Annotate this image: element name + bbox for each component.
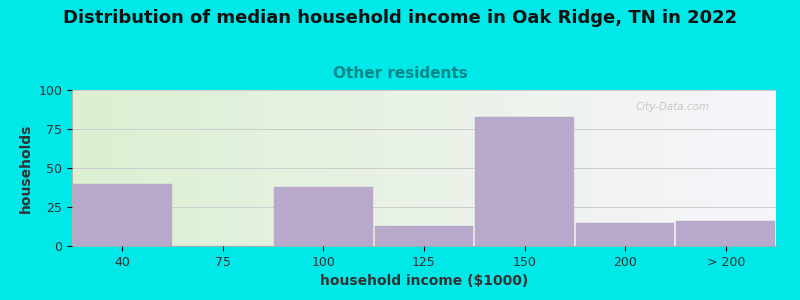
Bar [475, 116, 574, 246]
Y-axis label: households: households [19, 123, 33, 213]
Bar [677, 221, 775, 246]
Text: City-Data.com: City-Data.com [635, 103, 710, 112]
Text: Distribution of median household income in Oak Ridge, TN in 2022: Distribution of median household income … [63, 9, 737, 27]
Bar [374, 226, 474, 246]
Text: Other residents: Other residents [333, 66, 467, 81]
Bar [73, 184, 171, 246]
Bar [576, 223, 674, 246]
X-axis label: household income ($1000): household income ($1000) [320, 274, 528, 288]
Bar [274, 187, 373, 246]
